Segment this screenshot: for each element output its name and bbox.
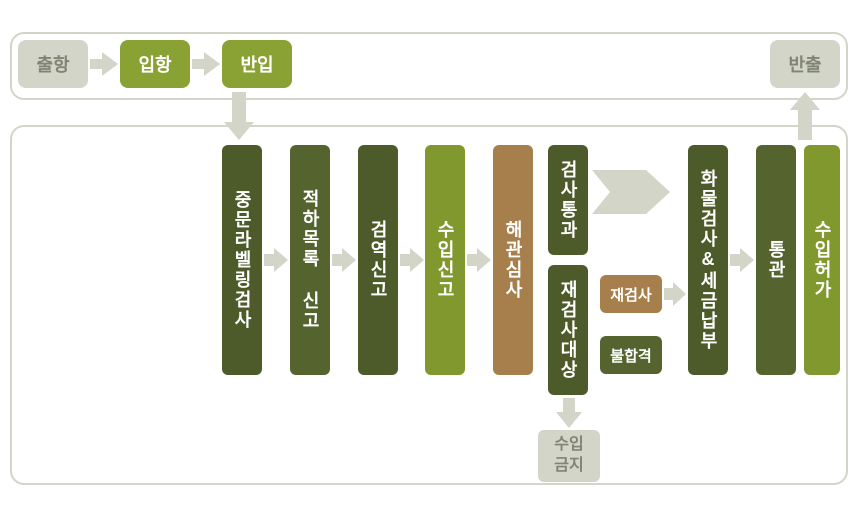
step-1-label: 중문라벨링검사 <box>233 190 251 330</box>
step-4: 수입신고 <box>425 145 465 375</box>
label-departure: 출항 <box>36 51 69 77</box>
arrow-fail-down <box>556 398 582 433</box>
step-5: 해관심사 <box>493 145 533 375</box>
step-6a: 검사통과 <box>548 145 588 255</box>
arrow-2-3 <box>332 248 356 277</box>
arrow-arr-in <box>192 52 220 81</box>
arrow-dep-arr <box>90 52 118 81</box>
label-fail: 불합격 <box>610 345 651 366</box>
arrow-pass-wide <box>592 170 670 219</box>
arrow-3-4 <box>400 248 424 277</box>
arrow-reinspect <box>664 282 686 311</box>
step-1: 중문라벨링검사 <box>222 145 262 375</box>
node-prohibit: 수입 금지 <box>538 430 600 482</box>
node-in: 반입 <box>222 40 292 88</box>
step-3: 검역신고 <box>358 145 398 375</box>
arrow-out-up <box>790 92 820 145</box>
label-arrival: 입항 <box>138 51 171 77</box>
step-8: 통관 <box>756 145 796 375</box>
step-7: 화물검사&세금납부 <box>688 145 728 375</box>
arrow-7-8 <box>730 248 754 277</box>
step-6a-label: 검사통과 <box>559 160 577 240</box>
node-reinspect: 재검사 <box>600 275 662 313</box>
label-prohibit: 수입 금지 <box>554 435 583 477</box>
node-out: 반출 <box>770 40 840 88</box>
step-7-label: 화물검사&세금납부 <box>699 169 717 351</box>
arrow-1-2 <box>264 248 288 277</box>
node-fail: 불합격 <box>600 336 662 374</box>
node-departure: 출항 <box>18 40 88 88</box>
arrow-4-5 <box>467 248 491 277</box>
arrow-in-down <box>224 92 254 145</box>
label-out: 반출 <box>788 51 821 77</box>
step-9: 수입허가 <box>804 145 840 375</box>
step-8-label: 통관 <box>767 240 785 280</box>
step-6b: 재검사대상 <box>548 265 588 395</box>
step-5-label: 해관심사 <box>504 220 522 300</box>
step-2: 적하목록 신고 <box>290 145 330 375</box>
flowchart-root: 출항 입항 반입 반출 중문라벨링검사 적하목록 신고 검역신고 <box>0 0 859 511</box>
step-2-label: 적하목록 신고 <box>301 189 319 331</box>
step-9-label: 수입허가 <box>813 220 831 300</box>
label-reinspect: 재검사 <box>610 284 651 305</box>
step-3-label: 검역신고 <box>369 220 387 300</box>
node-arrival: 입항 <box>120 40 190 88</box>
label-in: 반입 <box>240 51 273 77</box>
step-4-label: 수입신고 <box>436 220 454 300</box>
step-6b-label: 재검사대상 <box>559 280 577 380</box>
